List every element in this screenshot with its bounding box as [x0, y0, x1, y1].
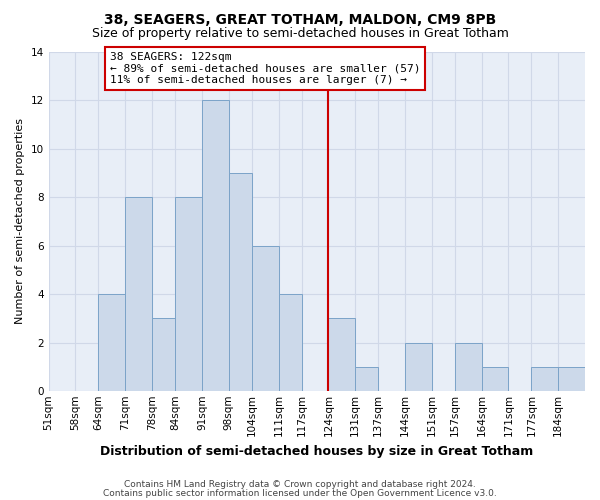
Y-axis label: Number of semi-detached properties: Number of semi-detached properties	[15, 118, 25, 324]
Text: Contains public sector information licensed under the Open Government Licence v3: Contains public sector information licen…	[103, 488, 497, 498]
X-axis label: Distribution of semi-detached houses by size in Great Totham: Distribution of semi-detached houses by …	[100, 444, 533, 458]
Bar	[355, 367, 378, 392]
Bar	[278, 294, 302, 392]
Bar	[229, 173, 252, 392]
Bar	[558, 367, 585, 392]
Bar	[252, 246, 278, 392]
Bar	[152, 318, 175, 392]
Text: 38 SEAGERS: 122sqm
← 89% of semi-detached houses are smaller (57)
11% of semi-de: 38 SEAGERS: 122sqm ← 89% of semi-detache…	[110, 52, 421, 85]
Bar	[405, 342, 432, 392]
Bar	[175, 197, 202, 392]
Bar	[98, 294, 125, 392]
Bar	[482, 367, 508, 392]
Text: Contains HM Land Registry data © Crown copyright and database right 2024.: Contains HM Land Registry data © Crown c…	[124, 480, 476, 489]
Bar	[125, 197, 152, 392]
Text: Size of property relative to semi-detached houses in Great Totham: Size of property relative to semi-detach…	[92, 28, 508, 40]
Text: 38, SEAGERS, GREAT TOTHAM, MALDON, CM9 8PB: 38, SEAGERS, GREAT TOTHAM, MALDON, CM9 8…	[104, 12, 496, 26]
Bar	[328, 318, 355, 392]
Bar	[532, 367, 558, 392]
Bar	[455, 342, 482, 392]
Bar	[202, 100, 229, 392]
